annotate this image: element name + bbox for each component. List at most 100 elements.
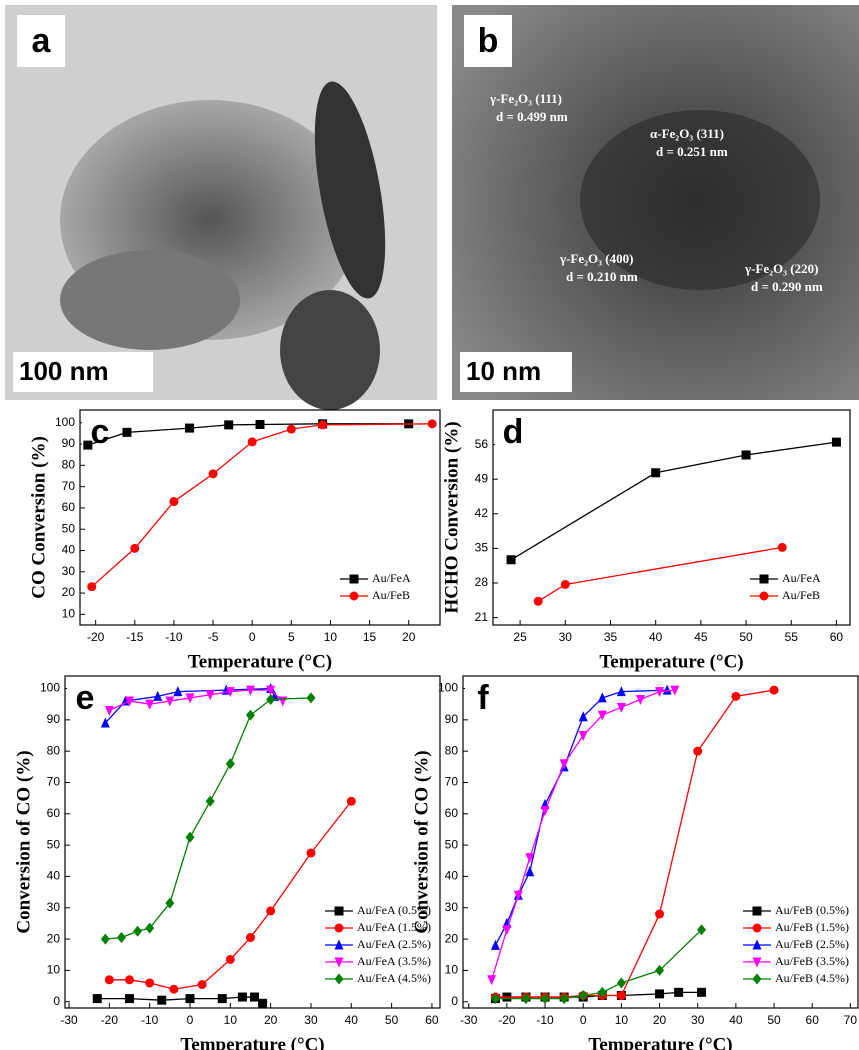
point: [655, 989, 665, 999]
y-tick-label: 30: [47, 900, 61, 914]
panel-label-box: [67, 678, 107, 718]
point: [752, 957, 762, 968]
series-line: [495, 929, 702, 1000]
scale-bar-label: 100 nm: [19, 356, 109, 386]
point: [349, 574, 359, 584]
y-tick-label: 90: [47, 712, 61, 726]
point: [662, 684, 672, 695]
point: [560, 579, 570, 589]
scale-bar-label: 10 nm: [466, 356, 541, 386]
point: [831, 437, 841, 447]
lattice-spacing: d = 0.290 nm: [751, 279, 823, 294]
point: [245, 933, 255, 943]
x-tick-label: 50: [385, 1013, 399, 1027]
point: [559, 993, 569, 1005]
point: [237, 992, 247, 1002]
x-tick-label: 30: [304, 1013, 318, 1027]
y-tick-label: 10: [62, 607, 76, 621]
point: [185, 994, 195, 1004]
point: [334, 923, 344, 933]
y-tick-label: 10: [445, 963, 459, 977]
chart-panel: -30 -20 -10 0 10 20 30 40 50 60 0 10 20 30 40 50 60 70 80 9…: [13, 675, 441, 1050]
x-tick-label: 40: [729, 1013, 743, 1027]
lattice-spacing: d = 0.499 nm: [496, 109, 568, 124]
point: [286, 424, 296, 434]
point: [502, 925, 512, 936]
legend-label: Au/FeA (1.5%): [357, 920, 431, 934]
point: [130, 543, 140, 553]
x-tick-label: 60: [806, 1013, 820, 1027]
series-line: [109, 689, 284, 712]
x-tick-label: 60: [830, 630, 844, 644]
panel-label-box: [464, 15, 512, 67]
y-tick-label: 60: [445, 806, 459, 820]
series-line: [109, 800, 352, 990]
y-tick-label: 42: [475, 506, 489, 520]
lattice-phase: γ-Fe₂O₃ (220): [744, 261, 818, 276]
point: [197, 980, 207, 990]
legend-label: Au/FeA (3.5%): [357, 954, 431, 968]
tem-image-a: [5, 5, 437, 410]
point: [145, 978, 155, 988]
y-tick-label: 70: [62, 479, 76, 493]
legend-label: Au/FeB (1.5%): [775, 920, 849, 934]
point: [247, 437, 257, 447]
y-tick-label: 10: [47, 963, 61, 977]
y-tick-label: 56: [475, 437, 489, 451]
legend-label: Au/FeB (2.5%): [775, 937, 849, 951]
y-tick-label: 80: [47, 743, 61, 757]
legend-label: Au/FeA (2.5%): [357, 937, 431, 951]
series-line: [510, 441, 837, 561]
point: [616, 977, 626, 989]
point: [525, 853, 535, 864]
point: [540, 993, 550, 1005]
x-tick-label: 10: [224, 1013, 238, 1027]
point: [697, 987, 707, 997]
series-line: [97, 996, 263, 1004]
point: [578, 989, 588, 1001]
y-tick-label: 100: [438, 681, 458, 695]
scale-bar-box: [460, 352, 572, 392]
point: [306, 848, 316, 858]
panel-label-box: [495, 412, 535, 452]
series-line: [491, 689, 675, 981]
x-tick-label: -10: [141, 1013, 159, 1027]
y-tick-label: 21: [475, 610, 489, 624]
y-axis-label: Conversion of CO (%): [13, 750, 34, 933]
point: [427, 419, 437, 429]
y-tick-label: 50: [47, 837, 61, 851]
x-tick-label: 60: [425, 1013, 439, 1027]
y-tick-label: 90: [62, 436, 76, 450]
legend-label: Au/FeA: [782, 571, 821, 585]
point: [741, 450, 751, 460]
panel-label-box: [17, 15, 65, 67]
point: [104, 975, 114, 985]
point: [697, 924, 707, 936]
x-tick-label: 55: [785, 630, 799, 644]
point: [578, 731, 588, 742]
point: [759, 574, 769, 584]
x-tick-label: 10: [324, 630, 338, 644]
x-tick-label: -20: [101, 1013, 119, 1027]
x-tick-label: 0: [187, 1013, 194, 1027]
x-tick-label: 45: [694, 630, 708, 644]
legend-label: Au/FeB: [372, 588, 410, 602]
y-tick-label: 20: [47, 931, 61, 945]
y-tick-label: 30: [445, 900, 459, 914]
point: [125, 975, 135, 985]
y-tick-label: 80: [445, 743, 459, 757]
y-tick-label: 40: [445, 869, 459, 883]
point: [258, 998, 268, 1008]
point: [651, 468, 661, 478]
y-tick-label: 90: [445, 712, 459, 726]
point: [250, 992, 260, 1002]
point: [116, 932, 126, 944]
point: [245, 709, 255, 721]
point: [104, 705, 114, 716]
point: [533, 596, 543, 606]
legend-label: Au/FeA (0.5%): [357, 903, 431, 917]
point: [173, 686, 183, 697]
point: [752, 923, 762, 933]
point: [490, 993, 500, 1005]
